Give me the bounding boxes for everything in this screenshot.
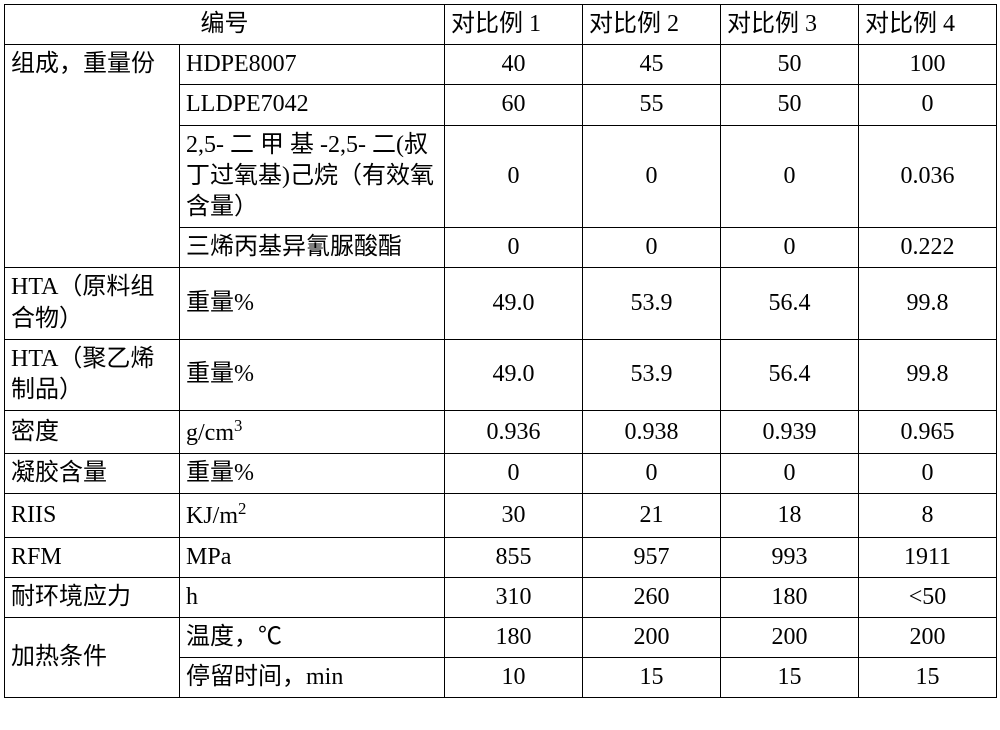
group-heat-label: 加热条件 (5, 618, 180, 698)
cell-value: 0.036 (859, 125, 997, 228)
cell-value: 8 (859, 494, 997, 537)
cell-value: 0 (859, 454, 997, 494)
cell-label: RFM (5, 537, 180, 577)
cell-value: 957 (583, 537, 721, 577)
cell-value: 0 (721, 454, 859, 494)
cell-value: 53.9 (583, 339, 721, 410)
cell-value: 0 (721, 125, 859, 228)
table-row: 密度 g/cm3 0.936 0.938 0.939 0.965 (5, 411, 997, 454)
cell-label: 温度，℃ (180, 618, 445, 658)
cell-value: 40 (445, 45, 583, 85)
cell-value: 200 (721, 618, 859, 658)
cell-label: 三烯丙基异氰脲酸酯 (180, 228, 445, 268)
header-bianhao: 编号 (5, 5, 445, 45)
table-row: HTA（原料组合物） 重量% 49.0 53.9 56.4 99.8 (5, 268, 997, 339)
cell-value: 53.9 (583, 268, 721, 339)
cell-value: 99.8 (859, 268, 997, 339)
cell-value: 1911 (859, 537, 997, 577)
cell-value: 0.222 (859, 228, 997, 268)
cell-value: 0 (721, 228, 859, 268)
cell-label: LLDPE7042 (180, 85, 445, 125)
cell-value: 0 (583, 454, 721, 494)
cell-label: 凝胶含量 (5, 454, 180, 494)
cell-value: 0 (583, 228, 721, 268)
data-table: 编号 对比例 1 对比例 2 对比例 3 对比例 4 组成，重量份 HDPE80… (4, 4, 997, 698)
table-row: RFM MPa 855 957 993 1911 (5, 537, 997, 577)
cell-label: 耐环境应力 (5, 577, 180, 617)
cell-unit: h (180, 577, 445, 617)
cell-value: 0 (445, 125, 583, 228)
cell-value: 49.0 (445, 268, 583, 339)
cell-value: 260 (583, 577, 721, 617)
cell-value: 200 (583, 618, 721, 658)
cell-value: 0.965 (859, 411, 997, 454)
cell-value: 56.4 (721, 339, 859, 410)
cell-value: 30 (445, 494, 583, 537)
cell-value: 100 (859, 45, 997, 85)
cell-label: 密度 (5, 411, 180, 454)
cell-value: 15 (859, 658, 997, 698)
cell-label: HTA（聚乙烯制品） (5, 339, 180, 410)
cell-value: 993 (721, 537, 859, 577)
cell-value: 15 (721, 658, 859, 698)
cell-unit: g/cm3 (180, 411, 445, 454)
table-row: RIIS KJ/m2 30 21 18 8 (5, 494, 997, 537)
cell-unit: 重量% (180, 454, 445, 494)
cell-value: <50 (859, 577, 997, 617)
cell-value: 18 (721, 494, 859, 537)
cell-value: 49.0 (445, 339, 583, 410)
cell-value: 0.936 (445, 411, 583, 454)
cell-unit: MPa (180, 537, 445, 577)
table-row: 凝胶含量 重量% 0 0 0 0 (5, 454, 997, 494)
cell-unit: 重量% (180, 268, 445, 339)
cell-value: 0 (445, 454, 583, 494)
cell-unit: KJ/m2 (180, 494, 445, 537)
cell-label: HDPE8007 (180, 45, 445, 85)
cell-value: 56.4 (721, 268, 859, 339)
cell-value: 180 (445, 618, 583, 658)
group1-label: 组成，重量份 (5, 45, 180, 268)
table-row: 组成，重量份 HDPE8007 40 45 50 100 (5, 45, 997, 85)
cell-value: 45 (583, 45, 721, 85)
table-row: 耐环境应力 h 310 260 180 <50 (5, 577, 997, 617)
cell-unit: 重量% (180, 339, 445, 410)
cell-value: 15 (583, 658, 721, 698)
header-col3: 对比例 3 (721, 5, 859, 45)
cell-value: 50 (721, 85, 859, 125)
cell-value: 180 (721, 577, 859, 617)
cell-value: 21 (583, 494, 721, 537)
cell-value: 10 (445, 658, 583, 698)
cell-value: 310 (445, 577, 583, 617)
table-row: 加热条件 温度，℃ 180 200 200 200 (5, 618, 997, 658)
header-col4: 对比例 4 (859, 5, 997, 45)
table-row: HTA（聚乙烯制品） 重量% 49.0 53.9 56.4 99.8 (5, 339, 997, 410)
cell-value: 55 (583, 85, 721, 125)
header-col2: 对比例 2 (583, 5, 721, 45)
cell-value: 0 (583, 125, 721, 228)
cell-label: RIIS (5, 494, 180, 537)
cell-value: 0 (445, 228, 583, 268)
cell-value: 0 (859, 85, 997, 125)
cell-value: 60 (445, 85, 583, 125)
cell-value: 0.939 (721, 411, 859, 454)
table-row-header: 编号 对比例 1 对比例 2 对比例 3 对比例 4 (5, 5, 997, 45)
cell-value: 99.8 (859, 339, 997, 410)
cell-value: 0.938 (583, 411, 721, 454)
cell-value: 50 (721, 45, 859, 85)
cell-value: 200 (859, 618, 997, 658)
cell-label: HTA（原料组合物） (5, 268, 180, 339)
cell-label: 停留时间，min (180, 658, 445, 698)
cell-value: 855 (445, 537, 583, 577)
cell-label: 2,5- 二 甲 基 -2,5- 二(叔丁过氧基)己烷（有效氧含量） (180, 125, 445, 228)
header-col1: 对比例 1 (445, 5, 583, 45)
